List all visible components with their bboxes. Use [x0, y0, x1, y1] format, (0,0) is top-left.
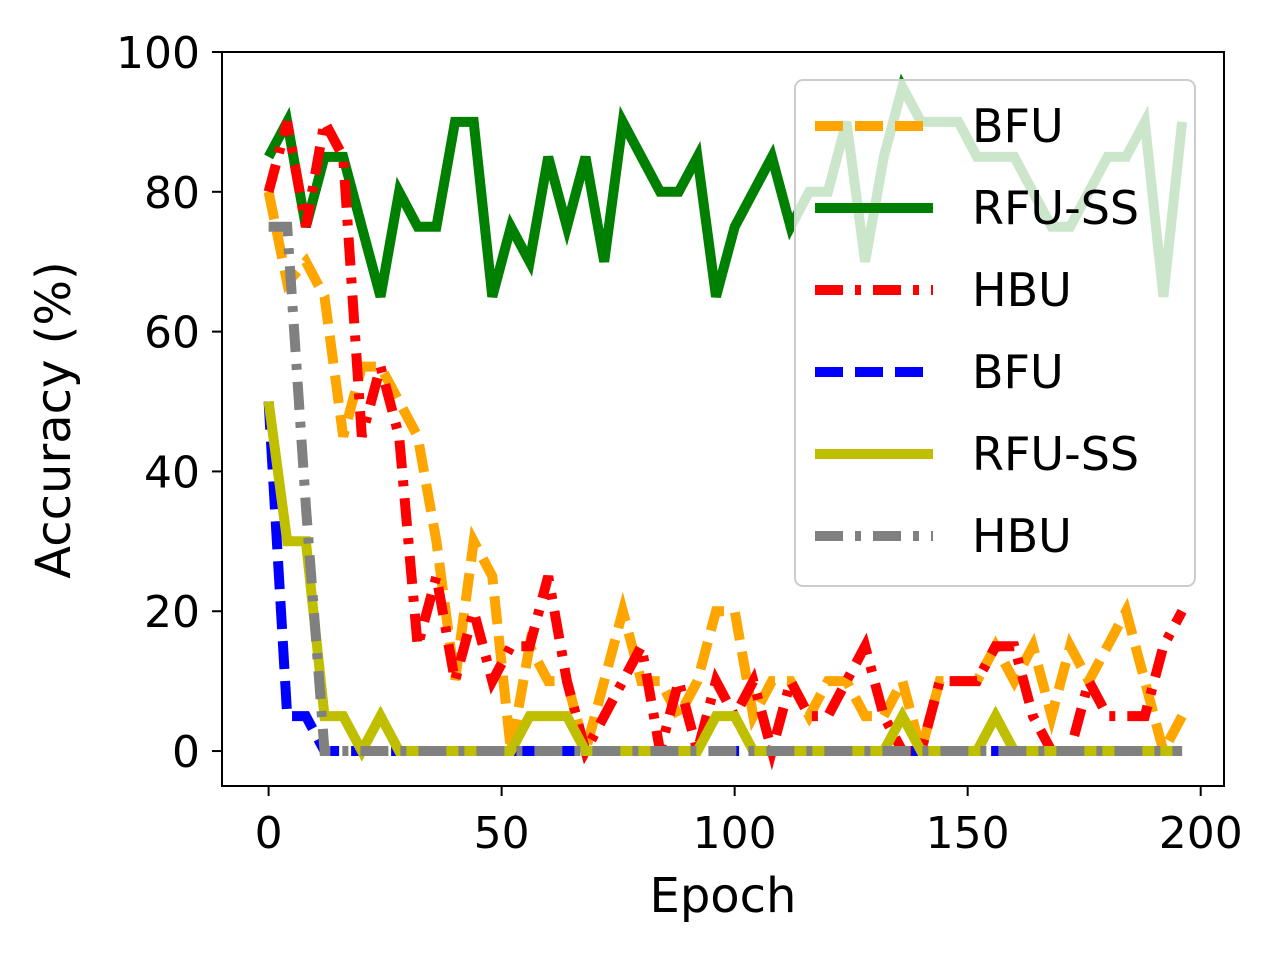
y-tick-label: 40	[144, 447, 200, 498]
x-tick-label: 50	[474, 808, 530, 859]
legend-label-4: RFU-SS	[972, 427, 1139, 481]
y-tick-label: 20	[144, 587, 200, 638]
y-axis-label: Accuracy (%)	[26, 261, 82, 578]
y-tick-label: 80	[144, 168, 200, 219]
x-axis: 0 50 100 150 200	[255, 786, 1243, 859]
y-tick-label: 60	[144, 308, 200, 359]
x-tick-label: 100	[693, 808, 777, 859]
series-line-2	[263, 106, 1187, 771]
series-line-5	[268, 221, 1183, 756]
plot-frame	[221, 51, 1225, 787]
legend-label-1: RFU-SS	[972, 181, 1139, 235]
x-tick-label: 0	[255, 808, 283, 859]
legend-label-3: BFU	[972, 345, 1064, 399]
series-line-0	[263, 190, 1187, 771]
legend-label-2: HBU	[972, 263, 1072, 317]
x-tick-label: 200	[1159, 808, 1243, 859]
y-tick-label: 0	[172, 727, 200, 778]
x-tick-label: 150	[926, 808, 1010, 859]
y-tick-label: 100	[116, 28, 200, 79]
y-axis: 0 20 40 60 80 100	[116, 28, 222, 778]
legend-label-0: BFU	[972, 99, 1064, 153]
legend-label-5: HBU	[972, 509, 1072, 563]
legend: BFU RFU-SS HBU BFU RFU-SS HBU	[794, 79, 1196, 587]
x-axis-label: Epoch	[650, 868, 797, 924]
series-layer	[263, 73, 1188, 771]
